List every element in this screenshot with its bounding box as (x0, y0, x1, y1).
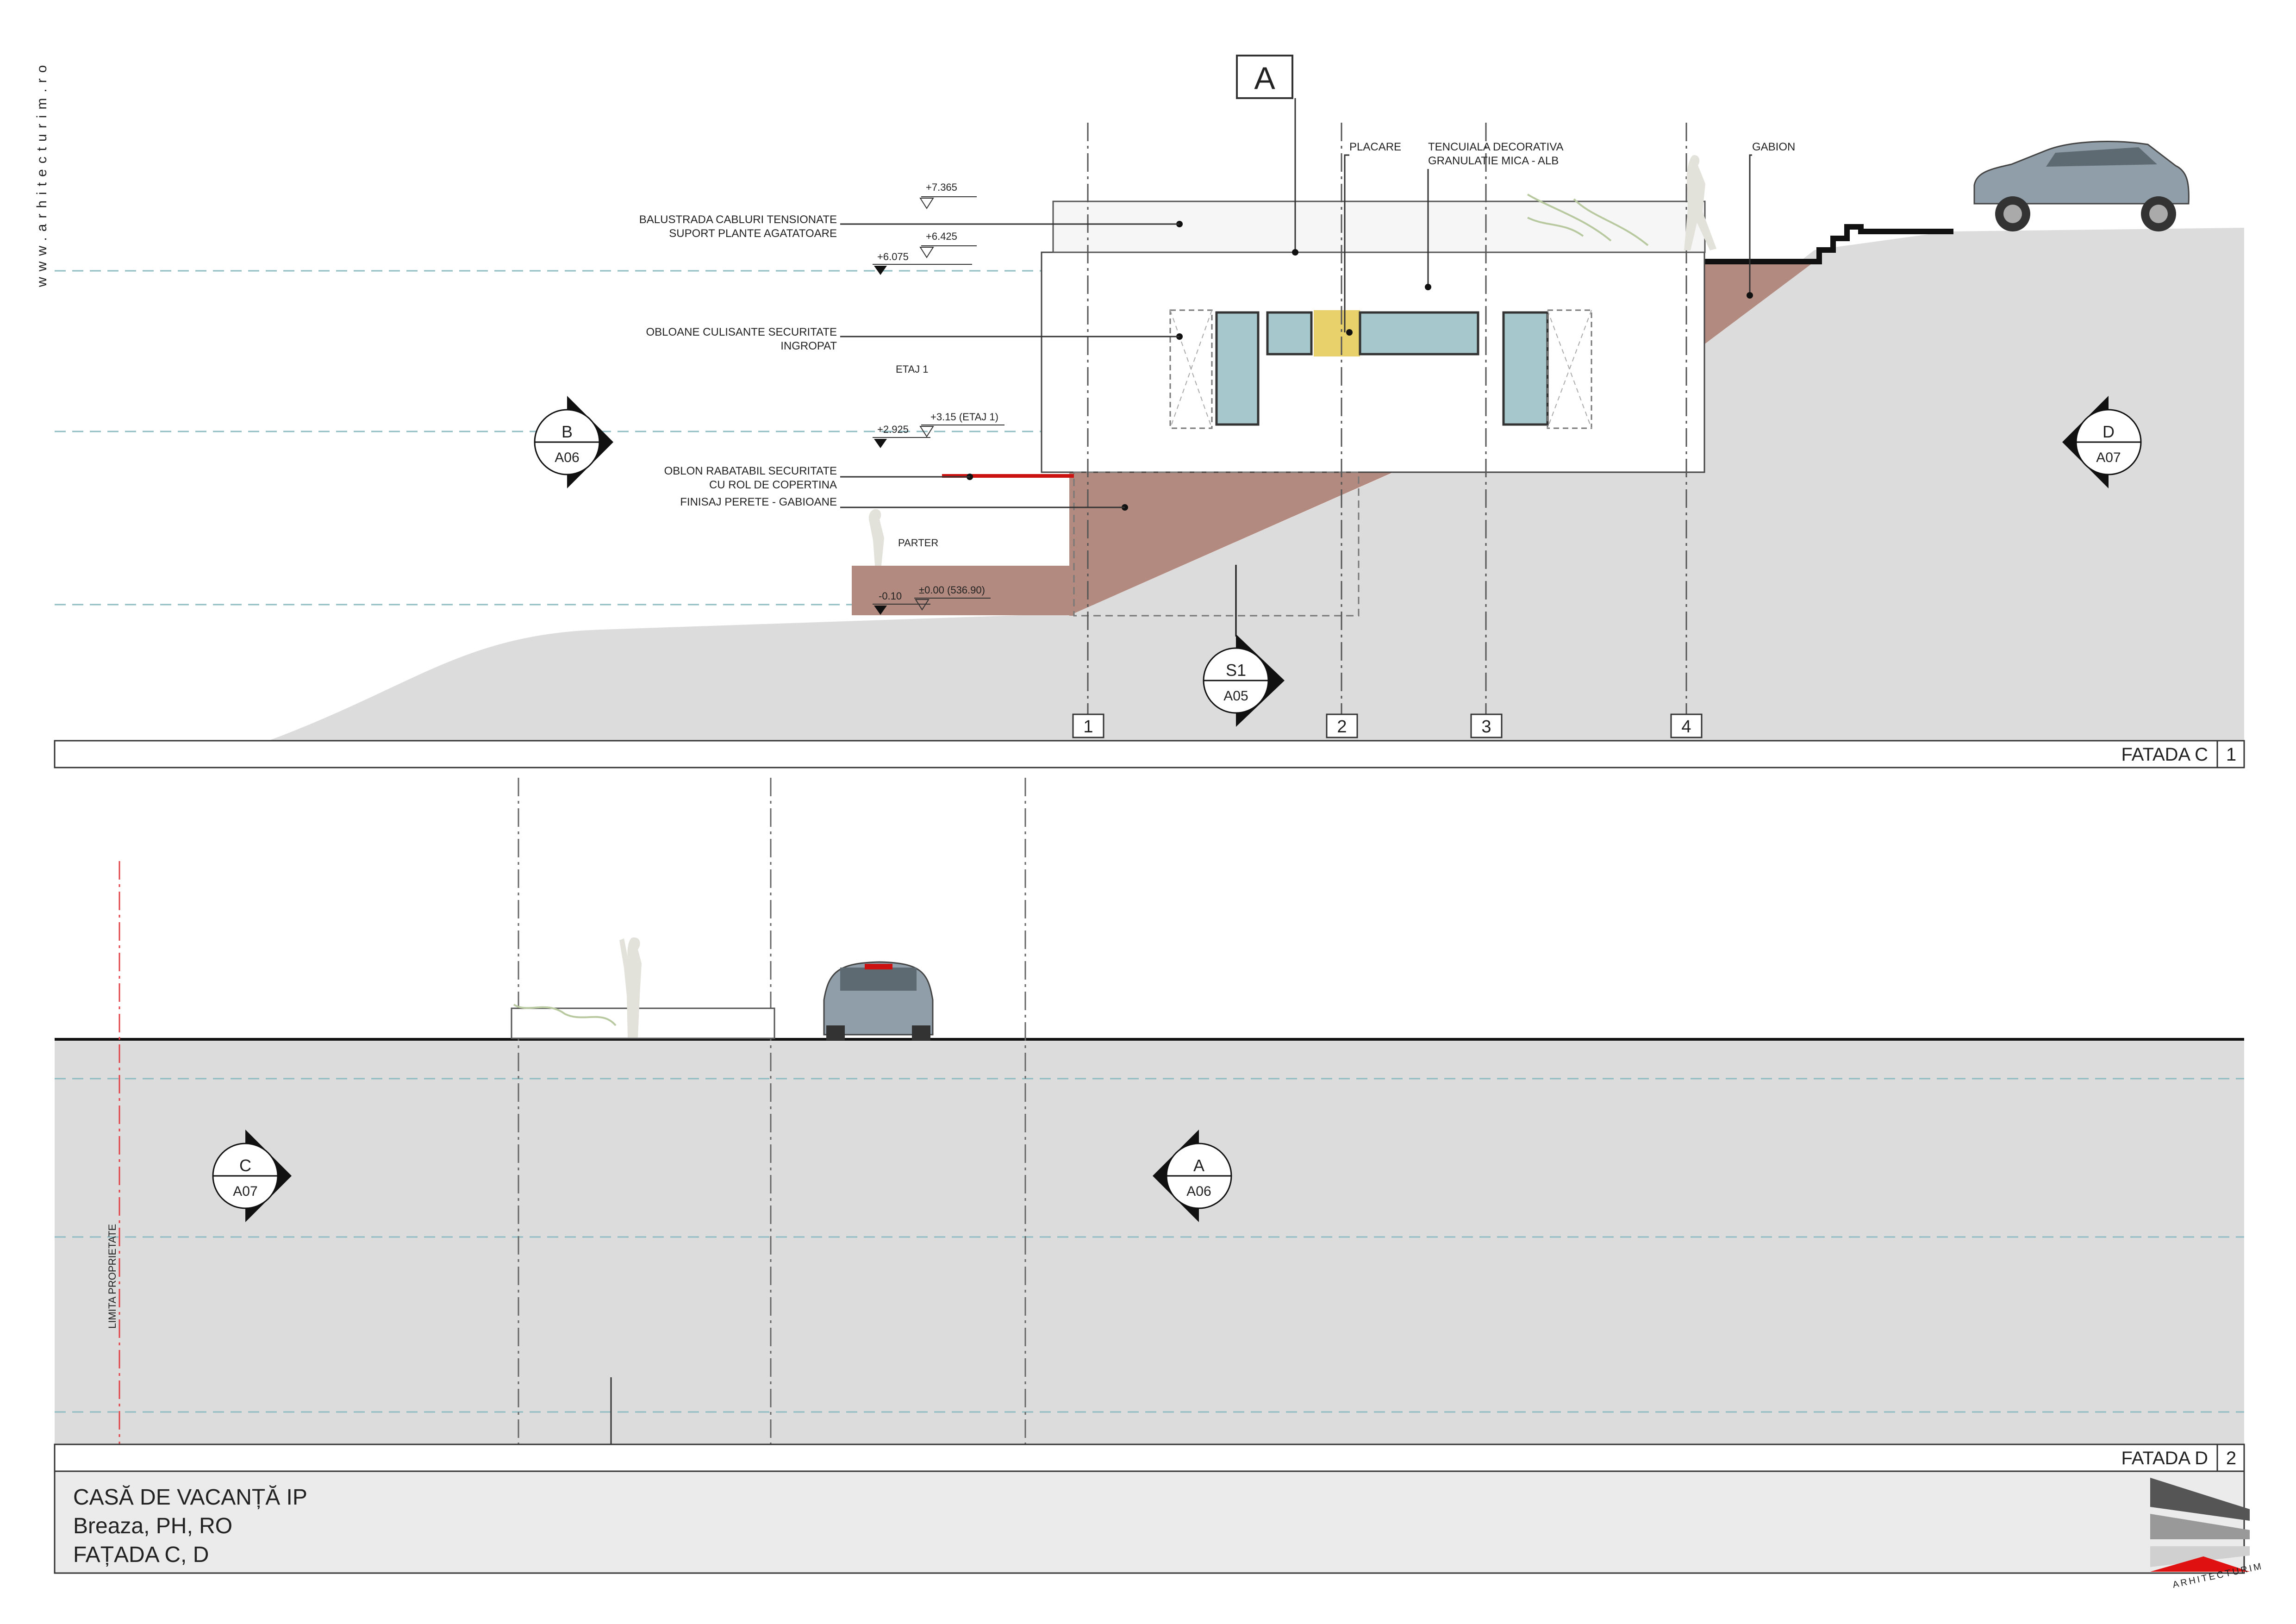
level-315: +3.15 (ETAJ 1) (930, 411, 998, 423)
window-2 (1266, 311, 1313, 356)
callout-placare: PLACARE (1349, 141, 1401, 153)
grid-letter: A (1254, 61, 1275, 96)
windows (1169, 309, 1592, 429)
stairs (1703, 224, 1953, 264)
hidden-ground-floor-outline (1073, 471, 1360, 617)
property-limit-label: LIMITA PROPRIETATE (106, 1224, 118, 1329)
section-a-letter: A (1193, 1156, 1204, 1175)
axis-lines-d (518, 778, 1026, 1444)
facade-c-number: 1 (2226, 744, 2236, 765)
section-s1-letter: S1 (1226, 661, 1246, 680)
grid-letter-box (1236, 55, 1293, 99)
axis-tags: 1 2 3 4 (1072, 713, 1703, 738)
level-6425: +6.425 (926, 231, 957, 242)
window-4 (1502, 311, 1549, 426)
callout-tencuiala-1: TENCUIALA DECORATIVA (1428, 141, 1564, 153)
parapet-d (511, 1007, 775, 1039)
section-d-sheet: A07 (2096, 450, 2121, 465)
etaj1-label: ETAJ 1 (896, 363, 929, 375)
section-b-sheet: A06 (555, 450, 579, 465)
axis-2: 2 (1337, 717, 1347, 737)
gabion-base (852, 566, 1074, 615)
callouts-left: BALUSTRADA CABLURI TENSIONATE SUPORT PLA… (639, 213, 837, 508)
section-a-sheet: A06 (1186, 1184, 1211, 1199)
callouts-top: PLACARE TENCUIALA DECORATIVA GRANULATIE … (1349, 141, 1795, 167)
sheet-title: FAȚADA C, D (73, 1543, 209, 1567)
gabion-wall-lower-2 (1069, 472, 1074, 616)
grid-axis-lines (1087, 123, 1687, 715)
callout-obloane-1: OBLOANE CULISANTE SECURITATE (646, 326, 837, 338)
person-d (619, 937, 642, 1037)
facade-d-title: FATADA D (2121, 1448, 2208, 1468)
callout-finisaj: FINISAJ PERETE - GABIOANE (680, 496, 837, 508)
car-front-view (823, 961, 934, 1040)
callout-tencuiala-2: GRANULATIE MICA - ALB (1428, 155, 1559, 167)
project-location: Breaza, PH, RO (73, 1514, 232, 1538)
gabion-wall-lower (1069, 472, 1393, 613)
terrain (268, 228, 2244, 741)
section-mark-s1: S1 A05 (1203, 565, 1285, 727)
axis-4: 4 (1681, 717, 1691, 737)
axis-1: 1 (1083, 717, 1093, 737)
section-c-letter: C (239, 1156, 251, 1175)
level-6075: +6.075 (877, 251, 909, 262)
section-mark-b: B A06 (534, 396, 613, 488)
callout-oblon-1: OBLON RABATABIL SECURITATE (664, 465, 837, 477)
callout-gabion: GABION (1752, 141, 1795, 153)
facade-c-title-strip (54, 740, 2245, 768)
car-side-view (1973, 141, 2190, 231)
axis-3: 3 (1481, 717, 1491, 737)
climbing-plants (1527, 194, 1649, 246)
facade-d-number: 2 (2226, 1448, 2236, 1468)
facade-d-title-strip (54, 1443, 2245, 1472)
level-2925: +2.925 (877, 424, 909, 435)
callout-oblon-2: CU ROL DE COPERTINA (709, 479, 837, 491)
section-d-letter: D (2103, 422, 2115, 441)
people-silhouettes (868, 155, 1716, 566)
facade-c: 1 2 3 4 A PLACARE TENCUIALA DECORATIVA G… (55, 55, 2244, 741)
upper-floor-volume (1041, 251, 1705, 473)
section-mark-c: C A07 (212, 1130, 292, 1222)
section-b-letter: B (562, 422, 573, 441)
level-markers: +7.365 +6.425 +6.075 ETAJ 1 +3.15 (ETAJ … (873, 181, 1004, 615)
website-text: www.arhitecturim.ro (34, 60, 50, 287)
section-mark-a: A A06 (1153, 1130, 1232, 1222)
callout-balustrada-1: BALUSTRADA CABLURI TENSIONATE (639, 213, 837, 226)
level-010: -0.10 (879, 590, 902, 602)
level-datum-lines-d (55, 1078, 2244, 1413)
callout-balustrada-2: SUPORT PLANTE AGATATOARE (669, 227, 837, 240)
section-s1-sheet: A05 (1223, 688, 1248, 704)
facade-c-title: FATADA C (2121, 744, 2208, 765)
window-3 (1359, 311, 1479, 356)
project-name: CASĂ DE VACANȚĂ IP (73, 1485, 307, 1510)
level-000: ±0.00 (536.90) (919, 584, 985, 596)
cladding-panel (1314, 310, 1360, 356)
title-block: CASĂ DE VACANȚĂ IP Breaza, PH, RO FAȚADA… (54, 1470, 2264, 1590)
ground-d (55, 1039, 2244, 1444)
callout-obloane-2: INGROPAT (780, 340, 837, 352)
parapet-balustrade (1052, 200, 1706, 253)
section-mark-d: D A07 (2062, 396, 2142, 488)
window-1 (1215, 311, 1260, 426)
parter-label: PARTER (898, 537, 938, 549)
section-c-sheet: A07 (233, 1184, 257, 1199)
level-7365: +7.365 (926, 181, 957, 193)
gabion-wall-upper (1703, 262, 1815, 345)
facade-d: LIMITA PROPRIETATE (55, 778, 2244, 1444)
